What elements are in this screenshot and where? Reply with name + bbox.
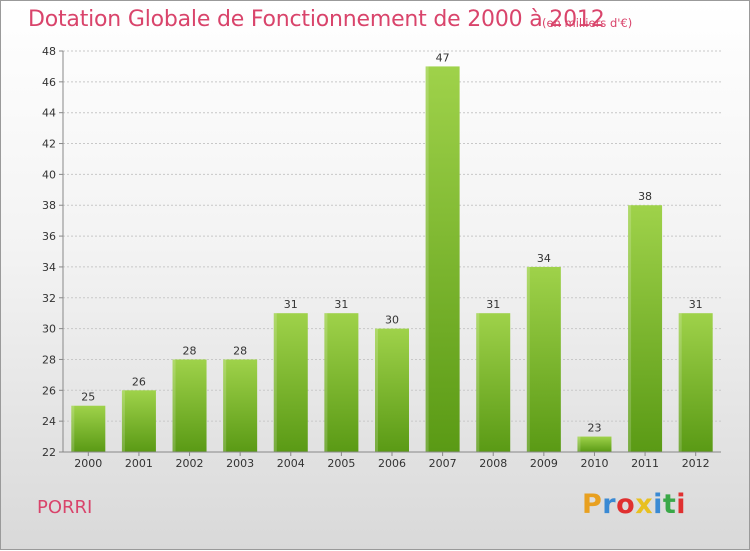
bar-2009[interactable] [526,266,561,452]
bar-highlight [324,313,328,452]
bar-2011[interactable] [628,205,663,452]
x-tick-label: 2010 [580,457,608,470]
y-tick-label: 40 [42,168,56,181]
bar-2006[interactable] [375,328,409,452]
x-tick-label: 2002 [176,457,204,470]
bar-value-label: 30 [385,314,399,327]
bar-2008[interactable] [476,313,511,452]
chart-title: Dotation Globale de Fonctionnement de 20… [28,7,605,32]
chart-unit: (en milliers d'€) [542,16,633,30]
place-name: PORRI [37,497,93,518]
y-tick-label: 24 [42,415,56,428]
bar-2005[interactable] [324,313,359,452]
logo-letter: P [582,489,603,520]
x-tick-label: 2003 [226,457,254,470]
bar-highlight [121,390,125,452]
bar-highlight [628,205,632,452]
x-tick-label: 2009 [530,457,558,470]
y-tick-label: 38 [42,199,56,212]
bar-highlight [678,313,682,452]
bar-highlight [425,66,429,452]
bars: 25 26 28 28 31 31 30 47 31 34 23 38 31 [71,51,713,452]
bar-value-label: 38 [638,190,652,203]
bar-highlight [273,313,277,452]
logo-letter: i [653,489,663,520]
bar-value-label: 34 [537,252,551,265]
x-tick-label: 2005 [327,457,355,470]
bar-highlight [577,436,581,452]
bar-value-label: 31 [284,298,298,311]
bar-2001[interactable] [121,390,156,452]
bar-value-label: 25 [81,391,95,404]
bar-2002[interactable] [172,359,207,452]
bar-2010[interactable] [577,436,612,452]
bar-highlight [476,313,480,452]
y-tick-label: 44 [42,107,56,120]
bar-2003[interactable] [223,359,258,452]
bar-value-label: 28 [183,344,197,357]
x-tick-label: 2004 [277,457,305,470]
bar-2004[interactable] [273,313,308,452]
bar-highlight [223,359,227,452]
y-tick-label: 30 [42,323,56,336]
bar-highlight [172,359,176,452]
bar-highlight [375,328,378,452]
y-tick-label: 28 [42,353,56,366]
y-tick-label: 34 [42,261,56,274]
y-tick-label: 46 [42,76,56,89]
x-tick-label: 2006 [378,457,406,470]
bar-value-label: 31 [689,298,703,311]
logo-letter: o [616,489,636,520]
bar-2012[interactable] [678,313,713,452]
x-tick-label: 2012 [682,457,710,470]
bar-value-label: 31 [334,298,348,311]
y-tick-label: 22 [42,446,56,459]
y-tick-label: 36 [42,230,56,243]
bar-value-label: 28 [233,344,247,357]
x-tick-label: 2001 [125,457,153,470]
x-tick-label: 2007 [429,457,457,470]
y-tick-label: 42 [42,138,56,151]
logo-letter: i [676,489,687,520]
axes: 22 24 26 28 30 32 34 36 38 40 42 44 46 48 2000 2001 2002… [42,45,721,470]
x-tick-label: 2008 [479,457,507,470]
y-tick-label: 48 [42,45,56,58]
bar-2007[interactable] [425,66,460,452]
bar-value-label: 47 [436,51,450,64]
bar-value-label: 23 [587,422,601,435]
logo-letter: r [602,489,617,520]
proxiti-logo[interactable]: Proxiti [582,489,686,520]
bar-highlight [526,266,530,452]
bar-highlight [71,405,75,452]
bar-value-label: 26 [132,375,146,388]
y-tick-label: 32 [42,292,56,305]
bar-2000[interactable] [71,405,106,452]
logo-letter: x [635,489,654,520]
x-tick-label: 2000 [74,457,102,470]
y-tick-label: 26 [42,384,56,397]
x-tick-label: 2011 [631,457,659,470]
bar-value-label: 31 [486,298,500,311]
logo-letter: t [662,489,677,520]
